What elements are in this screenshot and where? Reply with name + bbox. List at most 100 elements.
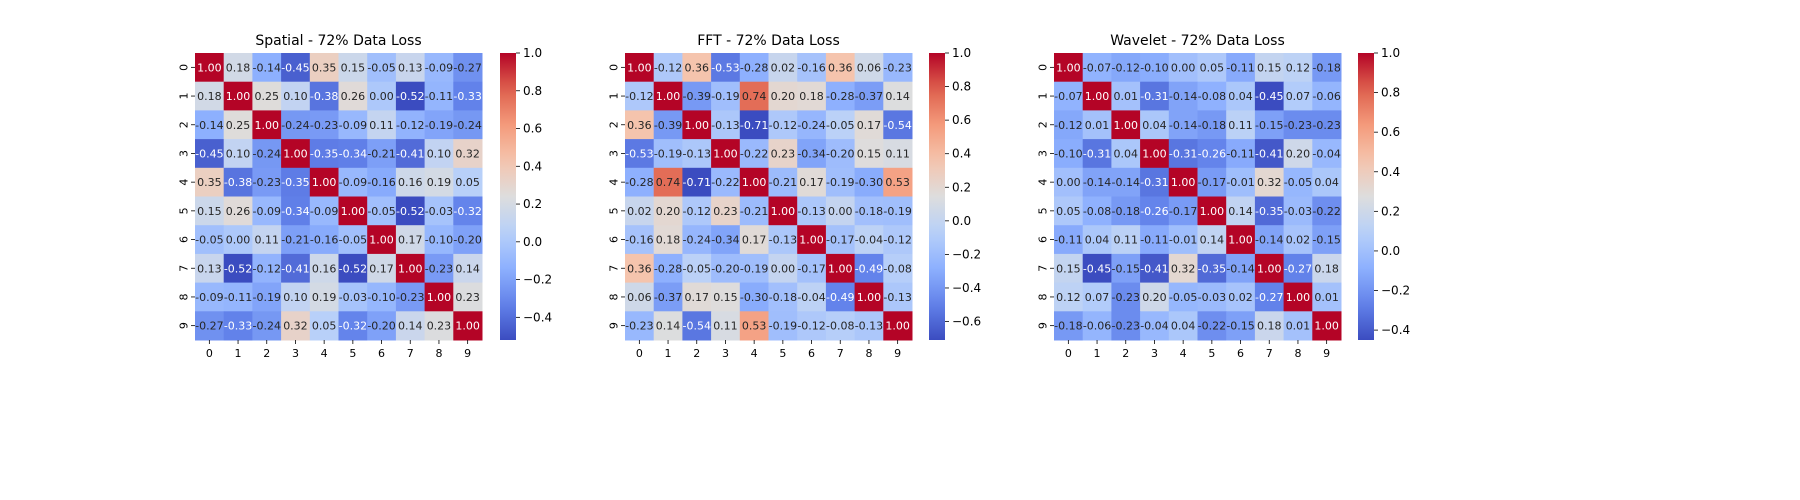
cell-value-label: 0.04: [1314, 176, 1339, 189]
cell-value-label: -0.12: [654, 61, 682, 74]
cell-value-label: -0.28: [625, 176, 653, 189]
cell-value-label: -0.12: [1112, 61, 1140, 74]
cell-value-label: 0.05: [455, 176, 480, 189]
cell-value-label: 0.01: [1286, 320, 1311, 333]
cell-value-label: -0.54: [883, 119, 911, 132]
x-tick-label: 4: [321, 347, 328, 360]
cell-value-label: -0.03: [1198, 291, 1226, 304]
heatmap-cell: [682, 53, 712, 83]
cell-value-label: -0.41: [396, 147, 424, 160]
cell-value-label: 0.01: [1114, 90, 1139, 103]
heatmap-cell: [281, 196, 311, 226]
cell-value-label: 0.25: [255, 90, 280, 103]
cell-value-label: -0.12: [683, 205, 711, 218]
heatmap-cell: [1082, 253, 1112, 284]
y-tick-label: 8: [608, 293, 621, 300]
cell-value-label: -0.49: [855, 262, 883, 275]
heatmap-cell: [682, 139, 712, 169]
heatmap-cell: [797, 282, 827, 312]
cell-value-label: -0.39: [683, 90, 711, 103]
cell-value-label: -0.31: [1140, 90, 1168, 103]
heatmap-cell: [309, 81, 339, 111]
heatmap-cell: [739, 225, 769, 255]
cell-value-label: 0.18: [799, 90, 824, 103]
y-tick-label: 3: [178, 150, 191, 157]
heatmap-cell: [281, 139, 311, 169]
cell-value-label: 0.00: [1056, 176, 1081, 189]
y-tick-label: 4: [178, 179, 191, 186]
heatmap-cell: [1168, 225, 1198, 255]
heatmap-cell: [252, 282, 282, 312]
y-tick-label: 2: [608, 121, 621, 128]
y-tick-label: 5: [178, 207, 191, 214]
cell-value-label: 0.35: [312, 61, 337, 74]
heatmap-cell: [1111, 282, 1141, 312]
cell-value-label: -0.20: [367, 320, 395, 333]
cell-value-label: 0.19: [312, 291, 337, 304]
cell-value-label: -0.13: [797, 205, 825, 218]
x-tick-label: 4: [751, 347, 758, 360]
cell-value-label: -0.10: [425, 234, 453, 247]
heatmap-cell: [395, 225, 426, 255]
heatmap-cell: [1312, 196, 1342, 226]
heatmap-cell: [395, 253, 426, 284]
x-tick-label: 6: [378, 347, 385, 360]
cell-value-label: -0.33: [224, 320, 252, 333]
cell-value-label: -0.41: [1140, 262, 1168, 275]
cell-value-label: -0.01: [1226, 176, 1254, 189]
x-tick-label: 5: [349, 347, 356, 360]
heatmap-cell: [1168, 196, 1198, 226]
y-tick-label: 6: [608, 236, 621, 243]
cell-value-label: -0.11: [1140, 234, 1168, 247]
heatmap-cell: [1254, 139, 1285, 169]
heatmap-cell: [195, 311, 225, 341]
x-tick-label: 5: [779, 347, 786, 360]
heatmap-cell: [625, 53, 655, 83]
heatmap-cell: [281, 110, 311, 140]
heatmap-cell: [1312, 53, 1342, 83]
cell-value-label: -0.06: [1083, 320, 1111, 333]
cell-value-label: -0.16: [310, 234, 338, 247]
x-tick-label: 7: [407, 347, 414, 360]
x-tick-label: 6: [1237, 347, 1244, 360]
cell-value-label: -0.10: [1140, 61, 1168, 74]
cell-value-label: -0.27: [1255, 291, 1283, 304]
cell-value-label: -0.30: [855, 176, 883, 189]
cell-value-label: -0.18: [1198, 119, 1226, 132]
heatmap-cell: [195, 196, 225, 226]
heatmap-cell: [195, 139, 225, 169]
heatmap-cell: [367, 167, 397, 197]
heatmap-cell: [309, 167, 339, 197]
cell-value-label: -0.31: [1140, 176, 1168, 189]
heatmap-cell: [1312, 81, 1342, 111]
heatmap-cell: [625, 139, 655, 169]
cell-value-label: -0.26: [1198, 147, 1226, 160]
cell-value-label: -0.49: [826, 291, 854, 304]
cell-value-label: -0.11: [1226, 61, 1254, 74]
cell-value-label: -0.45: [195, 147, 223, 160]
heatmap-cell: [1283, 167, 1313, 197]
cell-value-label: -0.05: [195, 234, 223, 247]
heatmap-cell: [653, 81, 683, 111]
cell-value-label: -0.23: [396, 291, 424, 304]
heatmap-cell: [195, 225, 225, 255]
cell-value-label: -0.28: [740, 61, 768, 74]
cell-value-label: 0.36: [627, 119, 652, 132]
heatmap-cell: [1140, 196, 1170, 226]
cell-value-label: -0.14: [1169, 119, 1197, 132]
y-tick-label: 9: [608, 322, 621, 329]
heatmap-cell: [338, 311, 368, 341]
heatmap-cell: [739, 53, 769, 83]
cell-value-label: -0.41: [281, 262, 309, 275]
heatmap-cell: [797, 81, 827, 111]
heatmap-cell: [424, 110, 454, 140]
heatmap-cell: [1283, 282, 1313, 312]
heatmap-cell: [1054, 81, 1084, 111]
y-tick-label: 4: [1037, 179, 1050, 186]
heatmap-cell: [682, 225, 712, 255]
colorbar-tick-label: 0.8: [952, 80, 971, 94]
heatmap-cell: [1226, 311, 1256, 341]
heatmap-cell: [252, 53, 282, 83]
cell-value-label: -0.21: [281, 234, 309, 247]
